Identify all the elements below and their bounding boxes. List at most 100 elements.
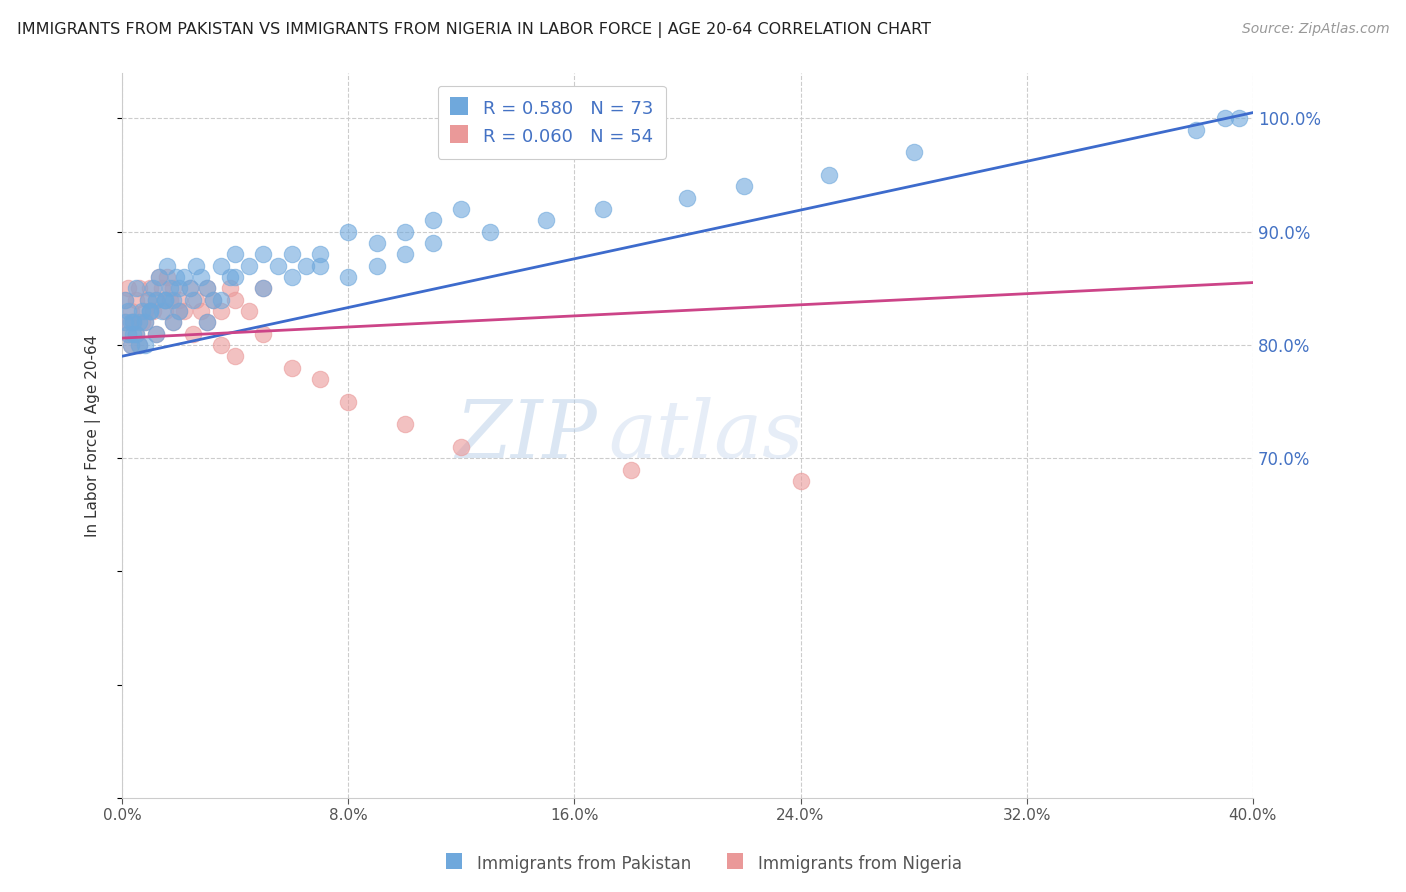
Legend: R = 0.580   N = 73, R = 0.060   N = 54: R = 0.580 N = 73, R = 0.060 N = 54 [437, 86, 666, 159]
Point [184, 259, 207, 273]
Point [280, 269, 302, 284]
Point [309, 259, 332, 273]
Point [145, 326, 167, 341]
Text: atlas: atlas [609, 397, 804, 475]
Point [394, 225, 416, 239]
Point [309, 372, 332, 386]
Point [120, 315, 142, 329]
Point [162, 293, 184, 307]
Point [450, 202, 472, 216]
Point [159, 293, 181, 307]
Point [817, 168, 839, 182]
Point [309, 247, 332, 261]
Point [165, 269, 187, 284]
Point [173, 269, 195, 284]
Text: ZIP: ZIP [456, 397, 598, 475]
Point [114, 315, 136, 329]
Point [153, 293, 176, 307]
Point [125, 281, 148, 295]
Legend: Immigrants from Pakistan, Immigrants from Nigeria: Immigrants from Pakistan, Immigrants fro… [437, 847, 969, 880]
Point [592, 202, 614, 216]
Point [153, 293, 176, 307]
Point [218, 269, 240, 284]
Point [122, 326, 145, 341]
Point [159, 281, 181, 295]
Point [128, 281, 150, 295]
Point [128, 315, 150, 329]
Point [128, 338, 150, 352]
Point [167, 304, 190, 318]
Point [190, 304, 212, 318]
Point [125, 326, 148, 341]
Point [122, 315, 145, 329]
Point [450, 440, 472, 454]
Point [903, 145, 925, 160]
Point [162, 281, 184, 295]
Point [145, 293, 167, 307]
Point [148, 269, 170, 284]
Point [173, 304, 195, 318]
Point [139, 304, 162, 318]
Point [252, 247, 274, 261]
Point [179, 281, 201, 295]
Point [190, 269, 212, 284]
Point [195, 315, 218, 329]
Point [201, 293, 224, 307]
Point [136, 293, 159, 307]
Point [128, 338, 150, 352]
Point [179, 281, 201, 295]
Point [394, 247, 416, 261]
Point [162, 315, 184, 329]
Point [139, 304, 162, 318]
Point [224, 349, 246, 363]
Point [117, 304, 139, 318]
Point [131, 304, 153, 318]
Point [120, 304, 142, 318]
Point [676, 191, 699, 205]
Point [422, 235, 444, 250]
Point [295, 259, 318, 273]
Point [337, 394, 360, 409]
Point [120, 338, 142, 352]
Point [733, 179, 755, 194]
Point [224, 269, 246, 284]
Point [162, 315, 184, 329]
Point [789, 474, 811, 488]
Point [153, 293, 176, 307]
Point [150, 281, 173, 295]
Point [238, 304, 260, 318]
Point [142, 304, 165, 318]
Point [620, 462, 643, 476]
Point [120, 338, 142, 352]
Point [224, 293, 246, 307]
Point [209, 304, 232, 318]
Point [153, 304, 176, 318]
Point [181, 293, 204, 307]
Text: IMMIGRANTS FROM PAKISTAN VS IMMIGRANTS FROM NIGERIA IN LABOR FORCE | AGE 20-64 C: IMMIGRANTS FROM PAKISTAN VS IMMIGRANTS F… [17, 22, 931, 38]
Point [195, 281, 218, 295]
Point [280, 247, 302, 261]
Point [209, 259, 232, 273]
Point [122, 315, 145, 329]
Point [117, 326, 139, 341]
Point [117, 326, 139, 341]
Point [136, 293, 159, 307]
Point [337, 269, 360, 284]
Point [142, 281, 165, 295]
Point [125, 293, 148, 307]
Point [117, 281, 139, 295]
Point [131, 315, 153, 329]
Point [366, 259, 388, 273]
Point [266, 259, 288, 273]
Point [122, 315, 145, 329]
Point [145, 293, 167, 307]
Point [394, 417, 416, 432]
Point [209, 338, 232, 352]
Point [224, 247, 246, 261]
Point [156, 259, 179, 273]
Point [209, 293, 232, 307]
Point [125, 326, 148, 341]
Point [134, 315, 156, 329]
Point [156, 269, 179, 284]
Point [139, 281, 162, 295]
